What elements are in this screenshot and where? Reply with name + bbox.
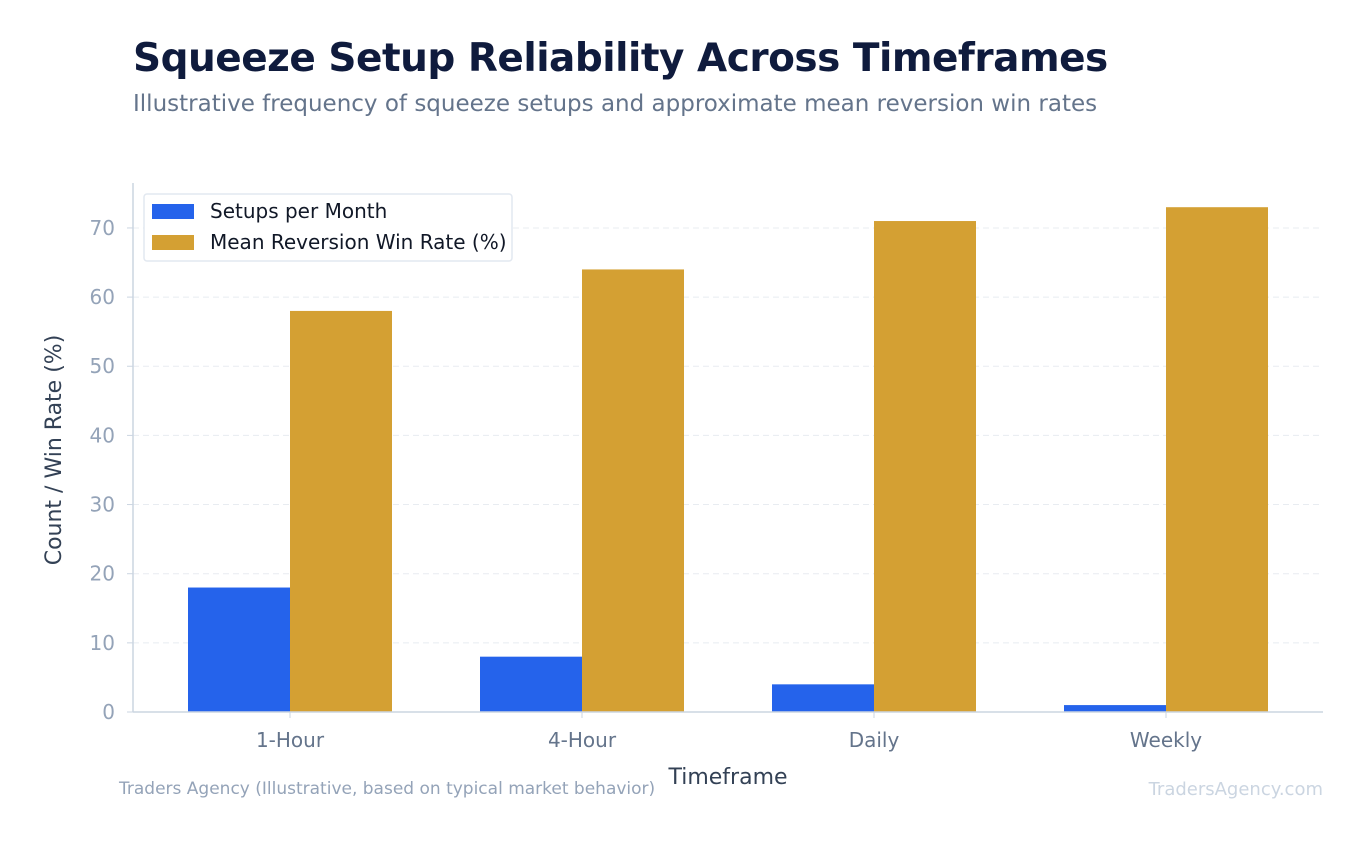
axes	[132, 183, 1323, 713]
legend-box	[143, 193, 513, 262]
legend-label-winrate: Mean Reversion Win Rate (%)	[210, 230, 507, 254]
bar-win-rate	[1166, 207, 1268, 712]
legend-label-setups: Setups per Month	[210, 199, 387, 223]
x-tick-label: Daily	[849, 728, 900, 752]
y-tick-label: 60	[90, 285, 115, 309]
y-tick-label: 70	[90, 216, 115, 240]
x-tick-label: Weekly	[1130, 728, 1202, 752]
legend-swatch-winrate	[152, 235, 194, 250]
y-tick-labels: 0 10 20 30 40 50 60 70	[90, 216, 133, 724]
bar-setups-per-month	[1064, 705, 1166, 712]
bar-setups-per-month	[772, 684, 874, 712]
x-tick-label: 4-Hour	[548, 728, 617, 752]
bars	[188, 207, 1268, 712]
bar-setups-per-month	[480, 656, 582, 712]
source-note: Traders Agency (Illustrative, based on t…	[119, 779, 656, 799]
legend: Setups per Month Mean Reversion Win Rate…	[143, 193, 513, 262]
y-tick-label: 30	[90, 493, 115, 517]
bar-win-rate	[290, 310, 392, 712]
bar-win-rate	[582, 269, 684, 712]
y-tick-label: 40	[90, 423, 115, 447]
y-tick-label: 0	[102, 700, 115, 724]
chart-title: Squeeze Setup Reliability Across Timefra…	[133, 36, 1108, 81]
chart-subtitle: Illustrative frequency of squeeze setups…	[133, 91, 1098, 117]
y-tick-label: 50	[90, 354, 115, 378]
x-axis-title: Timeframe	[667, 765, 787, 790]
x-tick-label: 1-Hour	[256, 728, 325, 752]
y-axis-title: Count / Win Rate (%)	[42, 335, 67, 566]
bar-win-rate	[874, 221, 976, 712]
legend-swatch-setups	[152, 204, 194, 219]
x-tick-labels: 1-Hour 4-Hour Daily Weekly	[256, 712, 1202, 752]
y-tick-label: 10	[90, 631, 115, 655]
y-tick-label: 20	[90, 562, 115, 586]
watermark: TradersAgency.com	[1148, 779, 1323, 800]
bar-setups-per-month	[188, 587, 290, 712]
gridlines	[133, 227, 1323, 644]
